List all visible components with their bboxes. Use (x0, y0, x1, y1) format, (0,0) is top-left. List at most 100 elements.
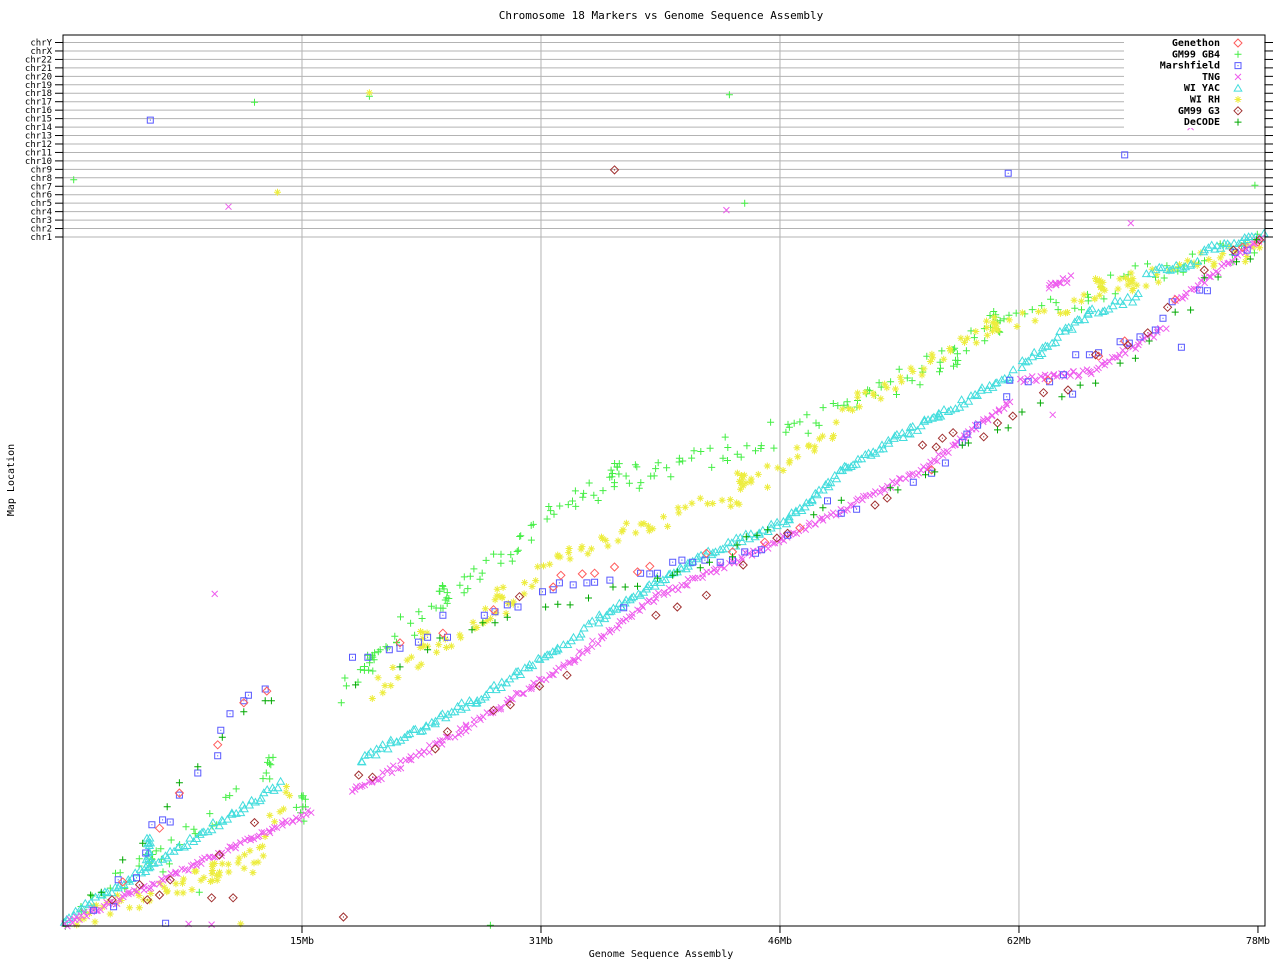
tng-point (397, 757, 405, 765)
gm99-gb4-point (342, 681, 351, 690)
wi-rh-point (708, 499, 717, 508)
decode-point (809, 510, 818, 519)
wi-rh-point (245, 846, 254, 855)
gm99-gb4-point (568, 497, 577, 505)
tng-point (888, 478, 896, 485)
gm99-gb4-point (970, 333, 979, 342)
gm99-gb4-point (1052, 298, 1061, 307)
wi-rh-point (754, 470, 763, 479)
decode-point (584, 594, 593, 602)
wi-rh-point (674, 508, 683, 517)
wi-rh-point (442, 643, 451, 652)
gm99-gb4-point (696, 447, 705, 456)
marshfield-point (1004, 169, 1012, 177)
x-tick-label: 78Mb (1246, 936, 1270, 947)
marshfield-point (514, 603, 522, 611)
gm99-gb4-point (546, 506, 555, 515)
wi-rh-point (687, 499, 696, 508)
legend-item-gm99-g3: GM99 G3 (1178, 106, 1243, 117)
wi-rh-point (793, 443, 801, 452)
tng-point (589, 637, 596, 645)
tng-point (917, 466, 925, 474)
wi-rh-point (520, 589, 529, 598)
tng-point (420, 748, 428, 755)
gm99-gb4-point (165, 859, 174, 868)
gm99-g3-point (701, 590, 711, 600)
wi-yac-point (208, 818, 218, 826)
legend-label-marshfield: Marshfield (1160, 60, 1220, 72)
gm99-gb4-point (418, 614, 427, 623)
wi-rh-point (224, 860, 233, 869)
genethon-point (645, 561, 655, 571)
wi-rh-point (832, 418, 841, 427)
chr-row-label: chr17 (25, 98, 52, 108)
wi-rh-point (971, 327, 980, 336)
data-points-group (60, 88, 1269, 931)
gm99-gb4-point (463, 584, 472, 593)
wi-rh-point (1005, 315, 1014, 324)
gm99-gb4-point (250, 98, 259, 107)
genethon-point (577, 569, 587, 579)
marshfield-point (166, 818, 174, 826)
gm99-gb4-point (1106, 271, 1115, 280)
gm99-gb4-point (544, 502, 553, 511)
genethon-point (262, 686, 272, 696)
gm99-gb4-point (443, 588, 452, 597)
wi-rh-point (481, 604, 490, 613)
decode-point (1131, 354, 1140, 363)
gm99-gb4-point (513, 547, 522, 556)
tng-point (722, 206, 730, 214)
gm99-gb4-point (390, 632, 399, 641)
wi-rh-point (614, 536, 623, 545)
wi-rh-point (566, 554, 574, 563)
gm99-gb4-point (892, 390, 901, 399)
gm99-gb4-point (111, 869, 120, 878)
gm99-gb4-point (1188, 250, 1197, 259)
gm99-g3-point (1199, 265, 1209, 275)
marshfield-point (591, 578, 599, 586)
tng-point (594, 640, 602, 648)
chr-row-label: chr19 (25, 81, 52, 91)
decode-point (673, 567, 682, 576)
decode-point (1018, 408, 1026, 416)
x-tick-label: 31Mb (529, 936, 553, 947)
gm99-gb4-point (205, 809, 214, 818)
wi-rh-point (499, 583, 508, 592)
wi-rh-point (469, 618, 478, 627)
gm99-gb4-point (622, 472, 631, 480)
gm99-g3-point (207, 893, 217, 903)
decode-point (1004, 423, 1013, 432)
wi-rh-point (663, 522, 672, 531)
legend-label-wi-rh: WI RH (1190, 95, 1220, 106)
gm99-gb4-point (636, 478, 645, 487)
gm99-gb4-point (506, 550, 515, 559)
series-gm99-g3 (107, 165, 1264, 922)
gm99-gb4-point (455, 581, 464, 590)
gm99-gb4-point (740, 199, 749, 208)
gm99-gb4-point (706, 444, 715, 453)
decode-point (696, 563, 705, 572)
marshfield-point (226, 710, 234, 718)
gm99-gb4-point (804, 429, 813, 438)
marshfield-point (941, 459, 949, 467)
gm99-gb4-point (508, 557, 517, 566)
wi-rh-point (1034, 307, 1043, 316)
genethon-point (795, 523, 805, 533)
wi-yac-point (223, 815, 232, 823)
gm99-g3-point (918, 440, 927, 450)
wi-rh-point (502, 609, 511, 618)
gm99-gb4-point (790, 419, 799, 428)
legend-label-tng: TNG (1202, 72, 1220, 83)
gm99-gb4-point (292, 803, 301, 812)
gm99-gb4-point (843, 397, 852, 406)
gm99-gb4-point (599, 486, 607, 495)
gm99-gb4-point (723, 443, 732, 452)
chr-row-label: chr15 (25, 115, 52, 125)
wi-yac-point (579, 624, 589, 632)
gm99-gb4-point (489, 550, 498, 559)
wi-yac-point (1029, 348, 1039, 356)
wi-yac-point (491, 685, 501, 694)
chr-row-label: chr21 (25, 64, 52, 74)
genethon-point (610, 562, 619, 572)
gm99-gb4-point (781, 428, 790, 437)
